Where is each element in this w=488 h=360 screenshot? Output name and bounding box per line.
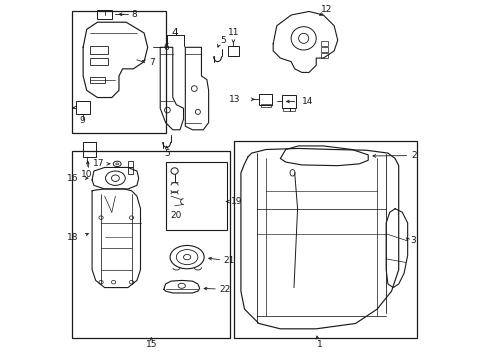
Text: 6: 6 xyxy=(163,43,169,52)
Text: 7: 7 xyxy=(149,58,155,67)
Bar xyxy=(289,108,295,111)
Bar xyxy=(258,94,272,105)
Bar xyxy=(282,95,296,108)
Text: 1: 1 xyxy=(316,341,322,350)
Text: 13: 13 xyxy=(229,95,241,104)
Bar xyxy=(72,12,165,134)
Text: 12: 12 xyxy=(321,5,332,14)
Text: 15: 15 xyxy=(145,341,157,350)
Text: 16: 16 xyxy=(67,174,79,183)
Text: 5: 5 xyxy=(163,149,169,158)
Bar xyxy=(83,142,96,157)
Text: 21: 21 xyxy=(223,256,235,265)
Bar xyxy=(128,161,133,167)
Bar xyxy=(233,140,416,338)
Text: 4: 4 xyxy=(171,28,178,38)
Text: 3: 3 xyxy=(410,237,415,246)
Text: 8: 8 xyxy=(131,10,137,19)
Bar xyxy=(97,10,112,19)
Bar xyxy=(90,77,104,83)
Text: 14: 14 xyxy=(301,96,313,105)
Text: 2: 2 xyxy=(410,151,416,160)
Bar xyxy=(76,101,90,114)
Bar xyxy=(128,167,133,174)
Bar xyxy=(72,151,230,338)
Bar xyxy=(90,58,108,65)
Bar xyxy=(320,41,328,45)
Text: 10: 10 xyxy=(81,170,92,179)
Text: 19: 19 xyxy=(230,197,242,206)
Text: 5: 5 xyxy=(220,36,225,45)
Bar xyxy=(165,162,226,230)
Bar xyxy=(227,46,238,56)
Bar xyxy=(260,104,270,107)
Text: 18: 18 xyxy=(67,233,79,242)
Text: 11: 11 xyxy=(227,28,239,37)
Text: 17: 17 xyxy=(93,159,104,168)
Text: 20: 20 xyxy=(170,211,182,220)
Bar xyxy=(283,108,289,111)
Bar xyxy=(90,45,108,54)
Bar xyxy=(320,47,328,51)
Bar xyxy=(320,53,328,58)
Text: 9: 9 xyxy=(80,116,85,125)
Text: 22: 22 xyxy=(219,285,230,294)
